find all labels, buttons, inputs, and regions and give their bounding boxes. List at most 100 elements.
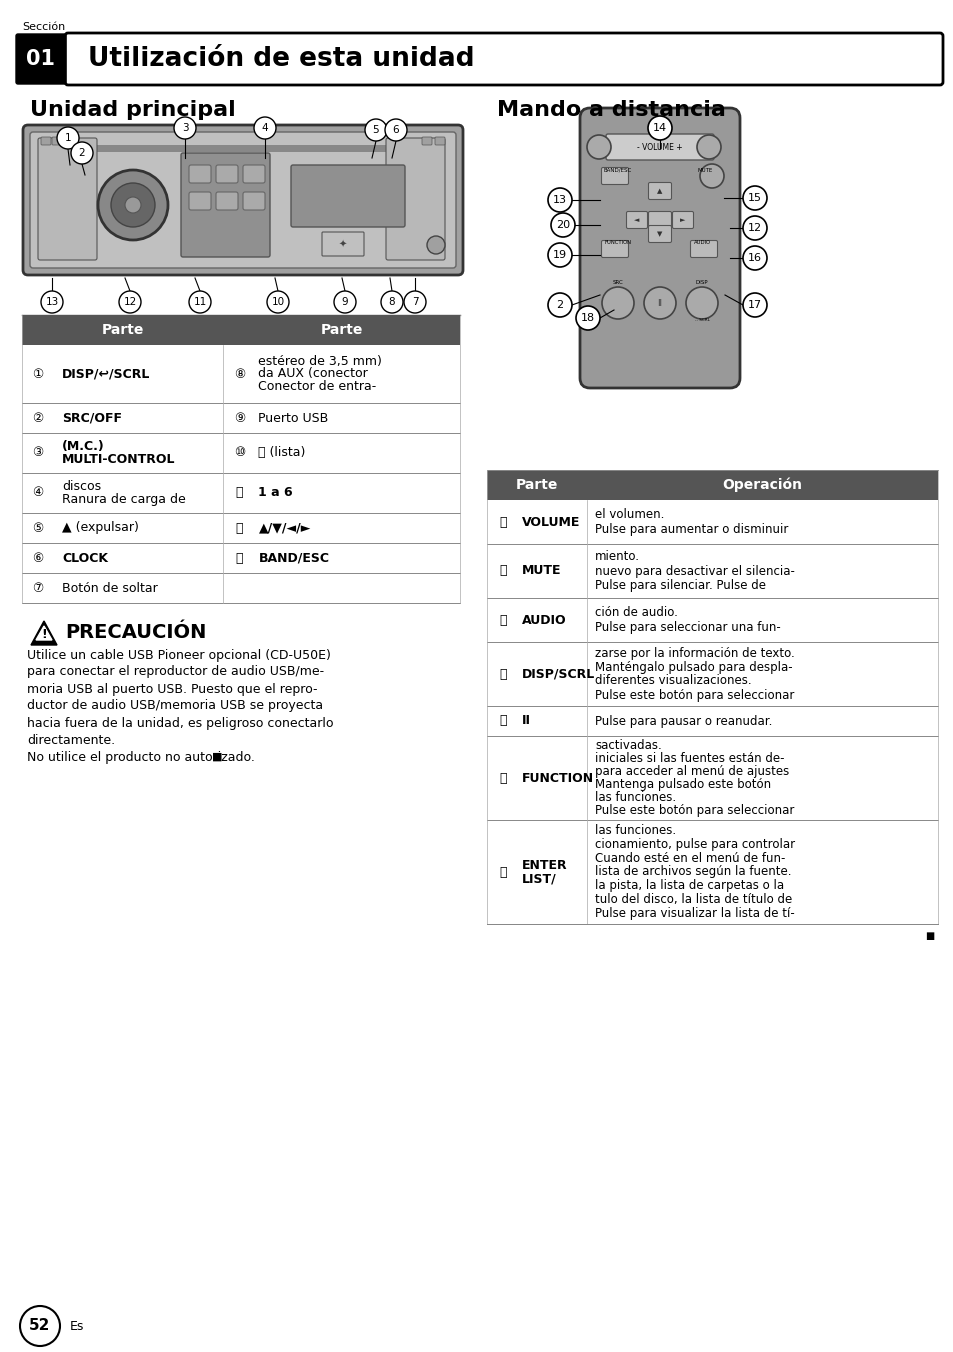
Text: !: ! <box>41 629 47 641</box>
Circle shape <box>586 135 610 160</box>
Text: ⑪: ⑪ <box>235 487 243 499</box>
Text: Conector de entra-: Conector de entra- <box>258 380 376 393</box>
Text: Cuando esté en el menú de fun-: Cuando esté en el menú de fun- <box>595 852 784 865</box>
FancyBboxPatch shape <box>38 138 97 260</box>
Circle shape <box>253 118 275 139</box>
Text: tulo del disco, la lista de título de: tulo del disco, la lista de título de <box>595 894 791 906</box>
Text: 3: 3 <box>181 123 188 132</box>
Text: FUNCTION: FUNCTION <box>604 241 631 246</box>
Text: ductor de audio USB/memoria USB se proyecta: ductor de audio USB/memoria USB se proye… <box>27 699 323 713</box>
Text: Utilice un cable USB Pioneer opcional (CD-U50E): Utilice un cable USB Pioneer opcional (C… <box>27 649 331 661</box>
Text: ①: ① <box>32 368 44 380</box>
FancyBboxPatch shape <box>690 241 717 257</box>
Text: iniciales si las fuentes están de-: iniciales si las fuentes están de- <box>595 752 783 765</box>
Text: ③: ③ <box>32 446 44 460</box>
FancyBboxPatch shape <box>648 211 671 228</box>
Text: Mando a distancia: Mando a distancia <box>497 100 725 120</box>
Circle shape <box>697 135 720 160</box>
Circle shape <box>119 291 141 314</box>
Text: 18: 18 <box>580 314 595 323</box>
Polygon shape <box>30 621 57 645</box>
FancyBboxPatch shape <box>605 134 713 160</box>
Text: Es: Es <box>70 1320 84 1333</box>
Circle shape <box>551 214 575 237</box>
FancyBboxPatch shape <box>189 192 211 210</box>
Text: ⑦: ⑦ <box>32 581 44 595</box>
FancyBboxPatch shape <box>22 315 459 345</box>
FancyBboxPatch shape <box>648 183 671 200</box>
Circle shape <box>41 291 63 314</box>
Text: la pista, la lista de carpetas o la: la pista, la lista de carpetas o la <box>595 879 783 892</box>
Circle shape <box>547 293 572 316</box>
Text: Pulse para silenciar. Pulse de: Pulse para silenciar. Pulse de <box>595 579 765 592</box>
FancyBboxPatch shape <box>243 165 265 183</box>
Text: VOLUME: VOLUME <box>521 515 579 529</box>
Text: directamente.: directamente. <box>27 734 115 746</box>
Text: 13: 13 <box>553 195 566 206</box>
Circle shape <box>685 287 718 319</box>
Text: FUNCTION: FUNCTION <box>521 772 594 784</box>
Text: ⑳: ⑳ <box>498 865 506 879</box>
Text: 5: 5 <box>373 124 379 135</box>
Text: para conectar el reproductor de audio USB/me-: para conectar el reproductor de audio US… <box>27 665 324 679</box>
FancyBboxPatch shape <box>579 108 740 388</box>
Text: 6: 6 <box>393 124 399 135</box>
Text: 13: 13 <box>46 297 58 307</box>
Text: Parte: Parte <box>516 479 558 492</box>
Text: 7: 7 <box>412 297 417 307</box>
Circle shape <box>742 216 766 241</box>
Text: Unidad principal: Unidad principal <box>30 100 235 120</box>
Text: MUTE: MUTE <box>521 565 561 577</box>
Text: 12: 12 <box>747 223 761 233</box>
Text: BAND/ESC: BAND/ESC <box>258 552 329 565</box>
Text: ⑲: ⑲ <box>498 772 506 784</box>
Text: Parte: Parte <box>320 323 362 337</box>
Text: 20: 20 <box>556 220 570 230</box>
Text: Pulse para seleccionar una fun-: Pulse para seleccionar una fun- <box>595 621 780 634</box>
FancyBboxPatch shape <box>601 241 628 257</box>
Text: 01: 01 <box>27 49 55 69</box>
FancyBboxPatch shape <box>435 137 444 145</box>
Text: diferentes visualizaciones.: diferentes visualizaciones. <box>595 675 751 688</box>
Text: BAND/ESC: BAND/ESC <box>603 168 632 173</box>
Circle shape <box>57 127 79 149</box>
Circle shape <box>189 291 211 314</box>
FancyBboxPatch shape <box>421 137 432 145</box>
Text: ✦: ✦ <box>338 241 347 250</box>
Circle shape <box>700 164 723 188</box>
Text: LIST/: LIST/ <box>521 872 557 886</box>
Text: DISP/SCRL: DISP/SCRL <box>521 668 595 680</box>
Text: 10: 10 <box>272 297 284 307</box>
Text: 🔍 (lista): 🔍 (lista) <box>258 446 306 460</box>
FancyBboxPatch shape <box>243 192 265 210</box>
Text: 14: 14 <box>652 123 666 132</box>
Text: 52: 52 <box>30 1318 51 1333</box>
Text: No utilice el producto no autorizado.: No utilice el producto no autorizado. <box>27 750 254 764</box>
Text: 17: 17 <box>747 300 761 310</box>
Text: ⑨: ⑨ <box>233 411 245 425</box>
Circle shape <box>71 142 92 164</box>
Text: 19: 19 <box>553 250 566 260</box>
Text: ⑥: ⑥ <box>32 552 44 565</box>
Text: 1 a 6: 1 a 6 <box>258 487 293 499</box>
FancyBboxPatch shape <box>672 211 693 228</box>
Text: da AUX (conector: da AUX (conector <box>258 368 368 380</box>
FancyBboxPatch shape <box>648 226 671 242</box>
Text: ⑤: ⑤ <box>32 522 44 534</box>
Text: moria USB al puerto USB. Puesto que el repro-: moria USB al puerto USB. Puesto que el r… <box>27 683 317 695</box>
Text: 8: 8 <box>388 297 395 307</box>
Circle shape <box>427 237 444 254</box>
Text: - VOLUME +: - VOLUME + <box>637 142 682 151</box>
Text: Pulse para visualizar la lista de tí-: Pulse para visualizar la lista de tí- <box>595 907 794 921</box>
Text: zarse por la información de texto.: zarse por la información de texto. <box>595 646 794 660</box>
Circle shape <box>125 197 141 214</box>
FancyBboxPatch shape <box>189 165 211 183</box>
Text: 9: 9 <box>341 297 348 307</box>
Polygon shape <box>36 626 52 639</box>
Text: Sección: Sección <box>22 22 65 32</box>
Text: ENTER: ENTER <box>521 859 567 872</box>
Text: ⑩: ⑩ <box>233 446 245 460</box>
Text: hacia fuera de la unidad, es peligroso conectarlo: hacia fuera de la unidad, es peligroso c… <box>27 717 334 730</box>
FancyBboxPatch shape <box>626 211 647 228</box>
FancyBboxPatch shape <box>41 137 51 145</box>
